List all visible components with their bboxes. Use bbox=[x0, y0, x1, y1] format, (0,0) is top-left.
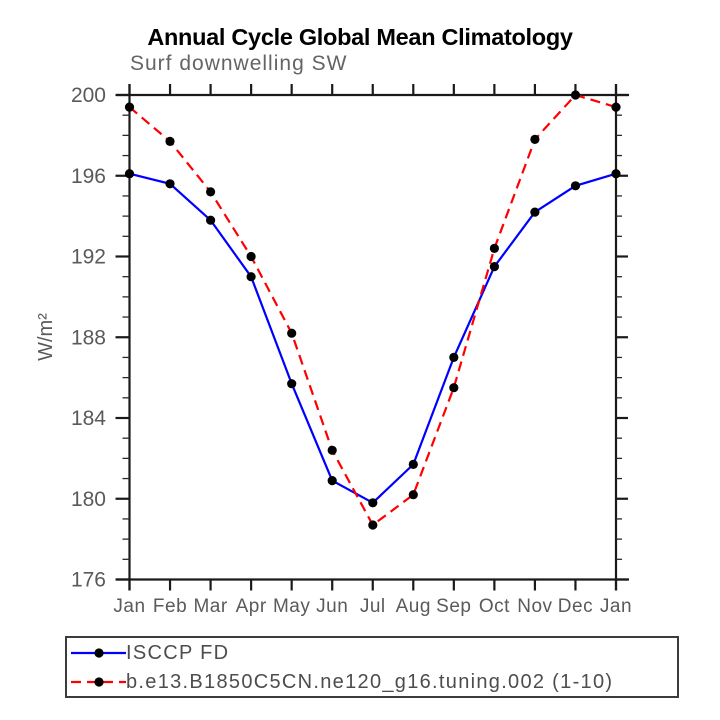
x-tick-label: Sep bbox=[436, 596, 471, 617]
legend-label-isccp-fd: ISCCP FD bbox=[126, 641, 230, 664]
data-point bbox=[611, 102, 621, 112]
data-point bbox=[206, 187, 216, 197]
data-point bbox=[368, 498, 378, 508]
data-point bbox=[449, 383, 459, 393]
axis-frame bbox=[116, 84, 629, 591]
x-tick-label: Aug bbox=[396, 596, 431, 617]
data-point bbox=[611, 169, 621, 179]
data-point bbox=[489, 262, 499, 272]
data-point bbox=[408, 459, 418, 469]
y-tick-label: 200 bbox=[71, 84, 106, 107]
legend-item-isccp-fd: ISCCP FD bbox=[68, 638, 229, 668]
y-tick-label: 196 bbox=[71, 165, 106, 188]
x-tick-label: Jan bbox=[600, 596, 632, 617]
x-tick-label: Oct bbox=[479, 596, 510, 617]
data-point bbox=[246, 272, 256, 282]
data-point bbox=[327, 445, 337, 455]
y-tick-label: 184 bbox=[71, 407, 106, 430]
series-markers-0 bbox=[124, 169, 621, 508]
data-point bbox=[165, 179, 175, 189]
data-point bbox=[408, 490, 418, 500]
legend-marker-dashed-line-icon bbox=[71, 677, 126, 687]
data-point bbox=[570, 181, 581, 191]
chart-subtitle: Surf downwelling SW bbox=[130, 52, 348, 75]
data-point bbox=[246, 251, 256, 262]
data-point bbox=[449, 352, 459, 362]
legend-label-model-run: b.e13.B1850C5CN.ne120_g16.tuning.002 (1-… bbox=[126, 670, 614, 693]
data-point bbox=[489, 243, 499, 253]
y-tick-label: 192 bbox=[71, 246, 106, 269]
data-point bbox=[124, 169, 135, 179]
legend-item-model-run: b.e13.B1850C5CN.ne120_g16.tuning.002 (1-… bbox=[68, 667, 613, 697]
data-point bbox=[124, 102, 135, 112]
data-point bbox=[530, 134, 540, 144]
data-point bbox=[327, 476, 337, 486]
y-axis-label: W/m² bbox=[35, 313, 57, 361]
series-markers-1 bbox=[124, 90, 621, 530]
x-tick-label: Jul bbox=[360, 596, 386, 617]
x-tick-label: Feb bbox=[153, 596, 187, 617]
y-tick-label: 176 bbox=[71, 569, 106, 592]
series-line-1 bbox=[128, 93, 617, 527]
legend-marker-solid-line-icon bbox=[71, 648, 126, 658]
legend-box: ISCCP FD b.e13.B1850C5CN.ne120_g16.tunin… bbox=[65, 636, 679, 698]
x-ticks: Jan Feb Mar Apr May Jun Jul Aug Sep Oct Nov Dec Jan bbox=[113, 84, 632, 617]
x-tick-label: Nov bbox=[517, 596, 552, 617]
data-point bbox=[165, 136, 175, 146]
data-point bbox=[287, 328, 297, 338]
chart-title: Annual Cycle Global Mean Climatology bbox=[147, 24, 573, 50]
x-tick-label: May bbox=[273, 596, 310, 617]
data-point bbox=[368, 520, 378, 530]
data-point bbox=[287, 379, 297, 389]
series-line-0 bbox=[129, 172, 617, 505]
y-tick-label: 180 bbox=[71, 488, 106, 511]
x-tick-label: Jan bbox=[113, 596, 145, 617]
x-tick-label: Mar bbox=[193, 596, 227, 617]
x-tick-label: Apr bbox=[236, 596, 267, 617]
x-tick-label: Dec bbox=[558, 596, 593, 617]
data-point bbox=[530, 207, 540, 217]
x-tick-label: Jun bbox=[316, 596, 348, 617]
y-ticks: 176 180 184 188 192 196 200 bbox=[71, 84, 628, 592]
data-point bbox=[206, 215, 216, 225]
y-tick-label: 188 bbox=[71, 326, 106, 349]
data-point bbox=[570, 90, 581, 100]
